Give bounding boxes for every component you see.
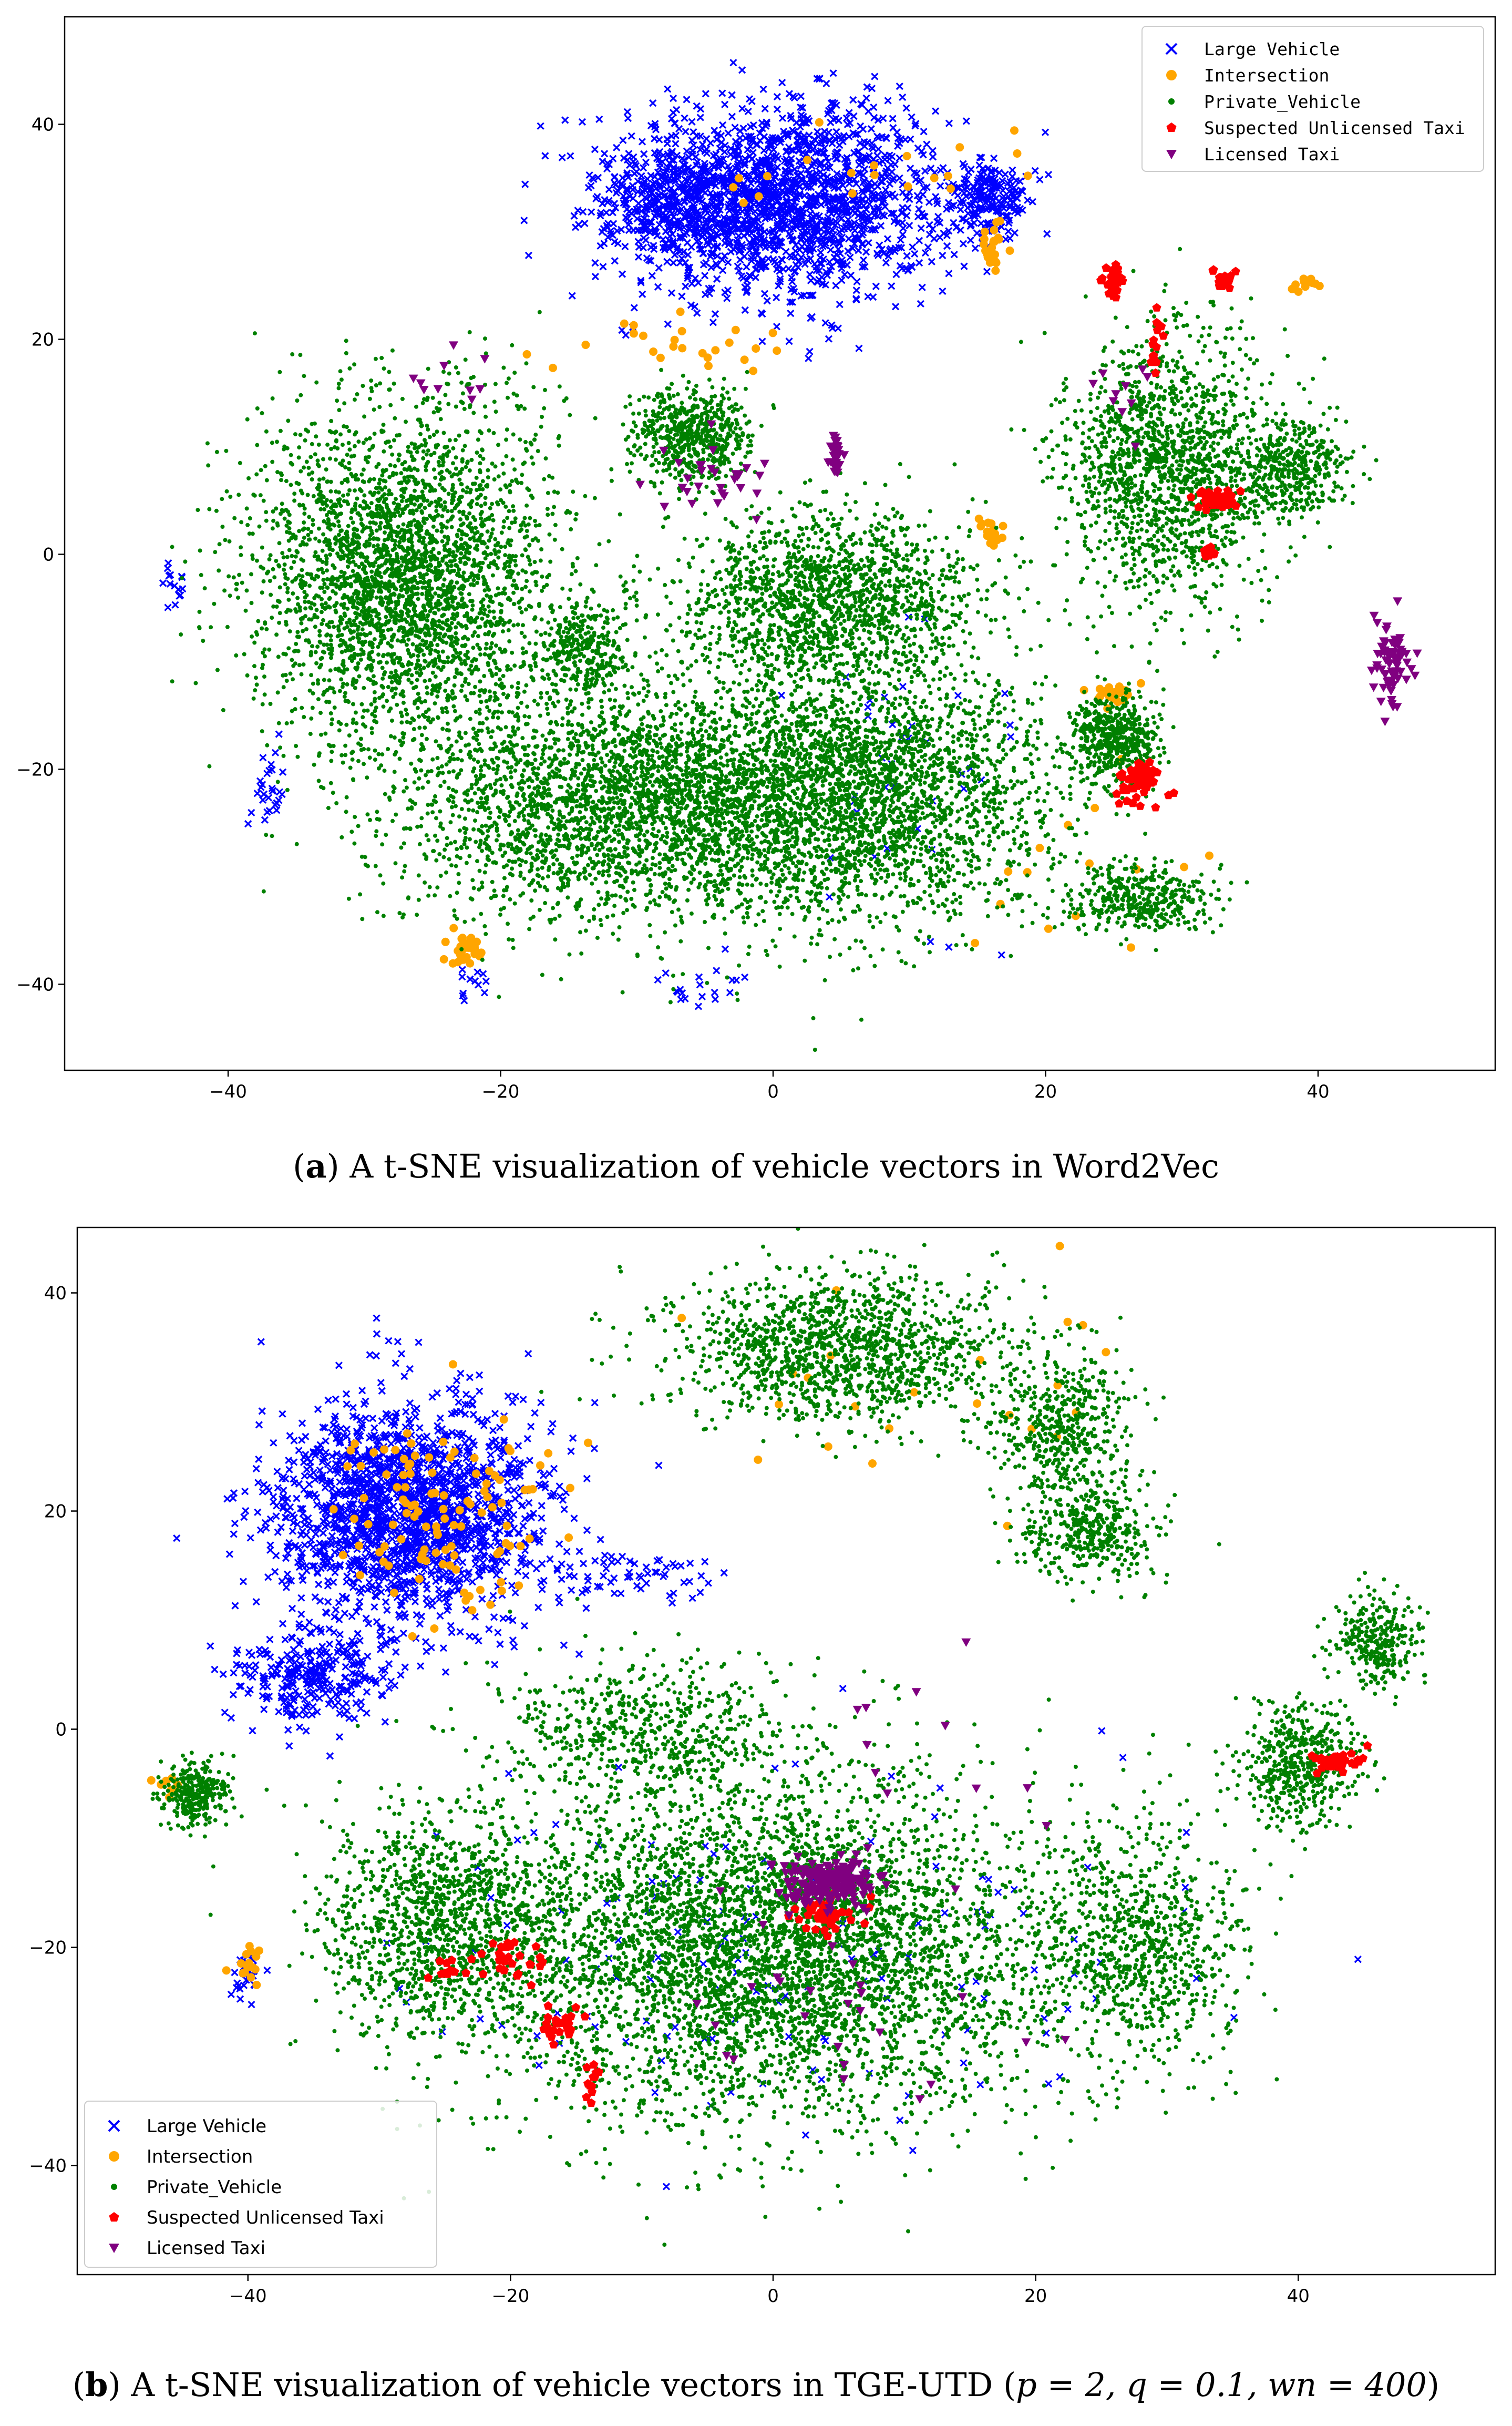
x-tick-label: −20 xyxy=(492,2286,530,2307)
scatter-plot-a: −40 −20 0 20 40 −40 −20 0 20 40 Large Vehicle Inter… xyxy=(0,0,1512,1214)
x-tick-label: −40 xyxy=(209,1081,247,1102)
x-tick-label: −20 xyxy=(482,1081,520,1102)
legend-label: Licensed Taxi xyxy=(1204,144,1340,165)
series-intersection xyxy=(147,1242,1110,1989)
caption-b-letter: b xyxy=(85,2366,108,2404)
x-tick-label: 0 xyxy=(767,2286,779,2307)
legend-label: Private_Vehicle xyxy=(1204,91,1361,112)
caption-b: (b) A t-SNE visualization of vehicle vec… xyxy=(0,2366,1512,2404)
y-tick-label: 20 xyxy=(32,329,54,350)
chart-panel-a: −40 −20 0 20 40 −40 −20 0 20 40 Large Vehicle Inter… xyxy=(0,0,1512,1214)
y-tick-label: −40 xyxy=(29,2156,67,2177)
legend-label: Large Vehicle xyxy=(1204,39,1340,59)
x-tick-label: −40 xyxy=(229,2286,267,2307)
caption-b-text: ) A t-SNE visualization of vehicle vecto… xyxy=(108,2366,1016,2404)
series-points xyxy=(147,1242,1110,1989)
legend-label: Intersection xyxy=(1204,65,1329,86)
caption-a-text: ) A t-SNE visualization of vehicle vecto… xyxy=(327,1147,1219,1185)
caption-b-prefix: ( xyxy=(73,2366,85,2404)
scatter-plot-b: −40 −20 0 20 40 −40 −20 0 20 40 Large Vehicle Inter… xyxy=(0,1214,1512,2426)
x-tick-label: 0 xyxy=(767,1081,779,1102)
legend: Large Vehicle Intersection Private_Vehicle… xyxy=(85,2101,437,2267)
y-tick-label: −20 xyxy=(29,1938,67,1959)
series-points xyxy=(170,247,1379,1052)
legend-marker xyxy=(111,2184,117,2190)
legend-label: Intersection xyxy=(147,2146,253,2167)
y-tick-label: 40 xyxy=(32,114,54,135)
legend-label: Suspected Unlicensed Taxi xyxy=(1204,118,1465,138)
plot-area-b xyxy=(147,1216,1430,2247)
caption-a: (a) A t-SNE visualization of vehicle vec… xyxy=(0,1147,1512,1185)
legend-label: Large Vehicle xyxy=(147,2116,266,2137)
legend: Large Vehicle Intersection Private_Vehicle… xyxy=(1142,26,1484,171)
series-points xyxy=(151,1216,1430,2247)
y-tick-label: 0 xyxy=(55,1719,67,1741)
x-tick-label: 20 xyxy=(1024,2286,1047,2307)
chart-panel-b: −40 −20 0 20 40 −40 −20 0 20 40 Large Vehicle Inter… xyxy=(0,1214,1512,2426)
y-tick-label: 0 xyxy=(43,544,54,565)
legend-label: Private_Vehicle xyxy=(147,2177,282,2198)
x-tick-label: 40 xyxy=(1287,2286,1310,2307)
legend-label: Suspected Unlicensed Taxi xyxy=(147,2207,384,2228)
caption-a-prefix: ( xyxy=(293,1147,305,1185)
y-tick-label: 40 xyxy=(44,1283,67,1304)
series-private-vehicle xyxy=(151,1216,1430,2247)
legend-marker xyxy=(109,2151,119,2162)
y-tick-label: −40 xyxy=(16,974,54,995)
y-tick-label: 20 xyxy=(44,1501,67,1522)
series-private-vehicle xyxy=(170,247,1379,1052)
y-tick-label: −20 xyxy=(16,759,54,780)
legend-marker xyxy=(1168,98,1175,105)
plot-area-a xyxy=(160,59,1422,1052)
x-tick-label: 40 xyxy=(1307,1081,1329,1102)
legend-marker xyxy=(1166,70,1177,80)
x-tick-label: 20 xyxy=(1034,1081,1057,1102)
legend-label: Licensed Taxi xyxy=(147,2238,265,2259)
caption-a-letter: a xyxy=(305,1147,326,1185)
caption-b-suffix: ) xyxy=(1427,2366,1439,2404)
caption-b-math: p = 2, q = 0.1, wn = 400 xyxy=(1016,2366,1427,2404)
